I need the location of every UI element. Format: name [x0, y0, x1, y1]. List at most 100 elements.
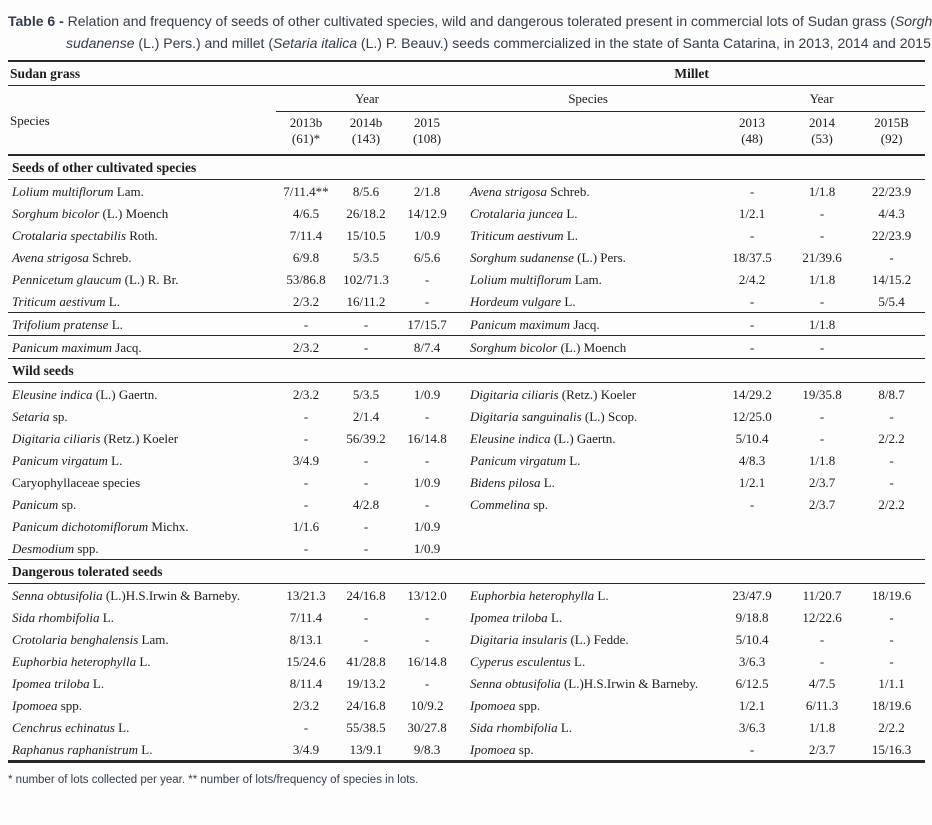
species-scientific-name: Pennicetum glaucum [12, 271, 122, 287]
value-cell [858, 336, 925, 359]
species-authority: Schreb. [546, 183, 590, 199]
species-authority: Caryophyllaceae species [12, 474, 141, 490]
species-scientific-name: Bidens pilosa [470, 474, 541, 490]
species-cell: Sorghum bicolor (L.) Moench [458, 336, 718, 359]
section-title: Dangerous tolerated seeds [8, 559, 926, 584]
year-label: 2013 [739, 115, 766, 130]
value-cell: 7/11.4 [289, 227, 323, 243]
value-cell: - [718, 312, 787, 336]
value-cell: 1/1.8 [808, 452, 836, 468]
caption-segment: (L.) Pers.) and millet ( [134, 35, 273, 51]
value-cell: 3/4.9 [292, 452, 320, 468]
species-cell: Avena strigosa Schreb. [8, 246, 276, 268]
value-cell: - [363, 518, 369, 534]
value-cell: 18/37.5 [732, 249, 772, 265]
species-scientific-name: Panicum [12, 496, 59, 512]
table-row: Panicum sp. - 4/2.8 - Commelina sp. - 2/3.7 2/2… [8, 493, 925, 515]
species-scientific-name: Lolium multiflorum [470, 271, 572, 287]
value-cell: 2/3.7 [808, 496, 836, 512]
value-cell: 53/86.8 [286, 271, 326, 287]
value-cell: 24/16.8 [346, 587, 386, 603]
value-cell: - [303, 474, 309, 490]
table-row: Trifolium pratense L. - -17/15.7 Panicum ma… [8, 312, 926, 336]
species-column-spacer [458, 111, 719, 156]
value-cell: 1/0.9 [413, 227, 441, 243]
species-scientific-name: Triticum aestivum [12, 293, 106, 309]
species-cell: Sorghum sudanense (L.) Pers. [458, 246, 718, 268]
lot-count-label: (143) [351, 131, 381, 146]
value-cell: - [819, 408, 825, 424]
species-scientific-name: Sorghum bicolor [12, 205, 100, 221]
species-authority: Jacq. [112, 339, 142, 355]
species-cell: Avena strigosa Schreb. [458, 180, 718, 203]
species-cell: Raphanus raphanistrum L. [8, 738, 276, 762]
species-authority: L. [540, 474, 555, 490]
species-authority: L. [547, 609, 563, 625]
section-header-row: Seeds of other cultivated species [8, 154, 926, 180]
species-cell: Digitaria insularis (L.) Fedde. [458, 628, 718, 650]
species-authority: Lam. [113, 183, 144, 199]
value-cell: 1/2.1 [738, 697, 766, 713]
species-authority: L. [138, 741, 153, 757]
species-authority: sp. [49, 408, 68, 424]
species-scientific-name: Panicum maximum [470, 316, 571, 332]
value-cell: 1/1.8 [786, 312, 859, 336]
lot-count-label: (61)* [291, 131, 321, 146]
value-cell: 2/2.2 [878, 719, 905, 735]
species-cell: Ipomoea spp. [8, 694, 276, 716]
lot-count-label: (108) [412, 131, 442, 146]
species-authority: L. [565, 452, 581, 468]
species-cell: Senna obtusifolia (L.)H.S.Irwin & Barneb… [458, 672, 718, 694]
species-authority: Jacq. [570, 316, 600, 332]
species-cell: Panicum sp. [8, 493, 276, 515]
species-authority: Roth. [126, 227, 158, 243]
value-cell: 102/71.3 [343, 271, 389, 287]
year-cell-left-0: 2013b (61)* [276, 111, 336, 156]
species-scientific-name: Sida rhombifolia [470, 719, 558, 735]
species-cell: Cenchrus echinatus L. [8, 716, 276, 738]
species-cell: Crotolaria benghalensis Lam. [8, 628, 276, 650]
value-cell: 2/3.2 [292, 697, 320, 713]
value-cell: - [749, 741, 755, 757]
species-cell: Crotalaria spectabilis Roth. [8, 224, 276, 246]
value-cell: - [718, 290, 787, 313]
species-authority: Schreb. [88, 249, 132, 265]
species-authority: (Retz.) Koeler [558, 386, 637, 402]
value-cell: 11/20.7 [802, 587, 842, 603]
species-cell: Desmodium spp. [8, 537, 276, 560]
species-cell: Panicum virgatum L. [8, 449, 276, 471]
year-cell-right-0: 2013 (48) [718, 111, 787, 156]
value-cell: 56/39.2 [346, 430, 386, 446]
value-cell: 5/5.4 [858, 290, 926, 313]
value-cell: - [303, 719, 309, 735]
species-authority: Lam. [571, 271, 602, 287]
species-authority: L. [563, 227, 579, 243]
value-cell: 5/10.4 [735, 430, 769, 446]
value-cell: 6/9.8 [292, 249, 320, 265]
species-scientific-name: Cenchrus echinatus [12, 719, 115, 735]
species-cell: Lolium multiflorum Lam. [8, 180, 276, 203]
species-authority: L. [136, 653, 151, 669]
table-row: Caryophyllaceae species - - 1/0.9 Bidens pil… [8, 471, 925, 493]
species-authority: L. [107, 452, 123, 468]
species-cell: Ipomoea spp. [458, 694, 718, 716]
species-cell [458, 515, 718, 537]
value-cell: 15/24.6 [286, 653, 326, 669]
value-cell: - [889, 653, 894, 669]
year-label: 2014 [809, 115, 836, 130]
species-scientific-name: Hordeum vulgare [470, 293, 562, 309]
value-cell: 21/39.6 [802, 249, 842, 265]
value-cell: - [363, 452, 369, 468]
species-authority: (L.) Pers. [573, 249, 626, 265]
page: Table 6 - Relation and frequency of seed… [8, 13, 932, 786]
value-cell: - [424, 271, 430, 287]
value-cell: - [749, 339, 755, 355]
value-cell: 4/6.5 [292, 205, 320, 221]
value-cell: 2/3.7 [808, 741, 836, 757]
species-column-header-right: Species [458, 85, 719, 112]
value-cell: 4/8.3 [738, 452, 766, 468]
value-cell: 12/25.0 [732, 408, 772, 424]
species-cell: Eleusine indica (L.) Gaertn. [8, 383, 276, 406]
value-cell: 7/11.4** [283, 183, 329, 199]
value-cell: 2/4.2 [738, 271, 766, 287]
